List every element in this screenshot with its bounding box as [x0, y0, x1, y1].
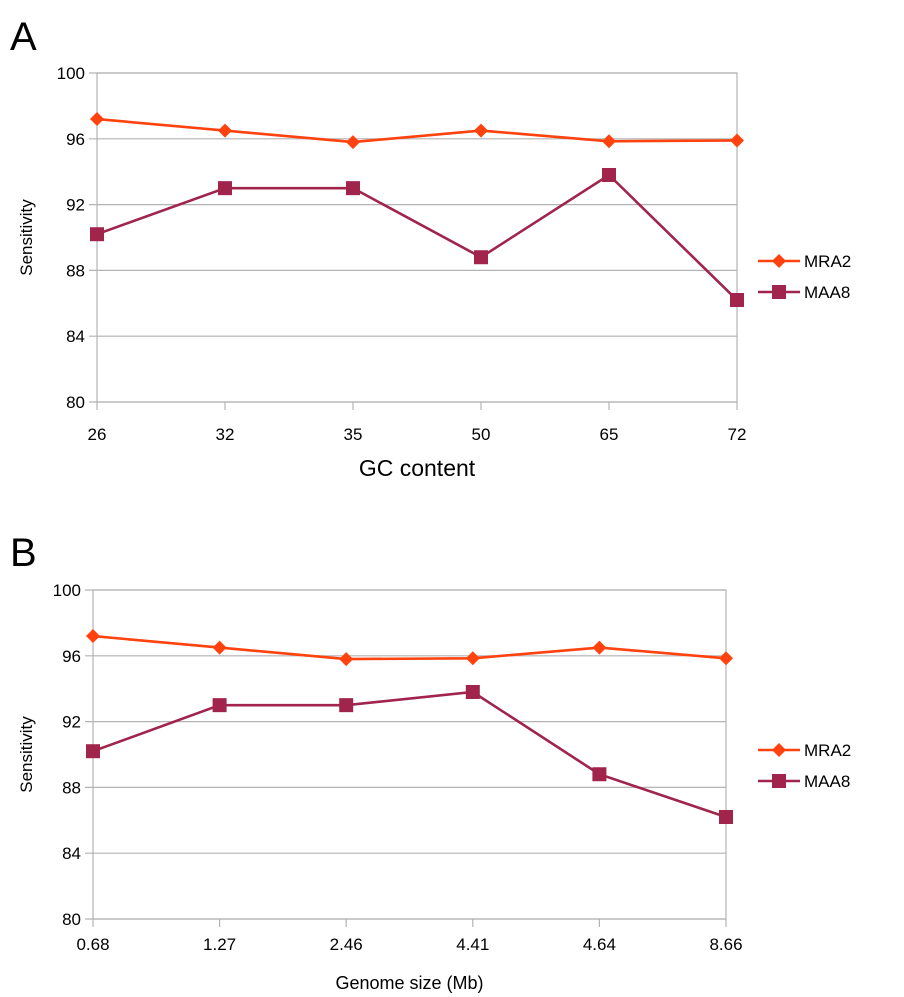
legend-label: MAA8 — [804, 283, 850, 302]
data-point-mra2 — [339, 652, 354, 667]
data-point-maa8 — [218, 181, 232, 196]
x-tick-labels: 26 32 35 50 65 72 — [88, 425, 747, 444]
legend-label: MRA2 — [804, 741, 851, 760]
x-tick-label: 4.64 — [583, 935, 616, 954]
series-line-maa8 — [96, 173, 738, 301]
data-point-maa8 — [346, 181, 360, 196]
x-tick-label: 50 — [472, 425, 491, 444]
data-point-maa8 — [465, 684, 480, 699]
data-point-mra2 — [465, 651, 480, 666]
x-tick-label: 8.66 — [709, 935, 742, 954]
series-layer — [90, 112, 744, 308]
y-tick-label: 96 — [62, 647, 81, 666]
y-tick-label: 92 — [62, 713, 81, 732]
y-tick-labels: 80 84 88 92 96 100 — [53, 581, 81, 929]
legend-marker — [772, 774, 786, 788]
legend-marker — [772, 254, 786, 268]
x-tick-label: 65 — [600, 425, 619, 444]
data-point-maa8 — [474, 250, 488, 265]
y-tick-label: 80 — [66, 393, 85, 412]
data-point-maa8 — [339, 698, 354, 713]
y-tick-label: 88 — [62, 778, 81, 797]
data-point-mra2 — [218, 123, 232, 138]
x-tick-label: 1.27 — [203, 935, 236, 954]
legend: MRA2 MAA8 — [758, 741, 851, 791]
x-tick-label: 2.46 — [330, 935, 363, 954]
legend-label: MAA8 — [804, 772, 850, 791]
y-tick-label: 100 — [53, 581, 81, 600]
panel-letter: A — [10, 15, 37, 59]
y-axis-label: Sensitivity — [17, 199, 36, 276]
grid-lines — [85, 589, 727, 927]
y-tick-label: 92 — [66, 196, 85, 215]
plot-frame — [96, 72, 738, 403]
legend: MRA2 MAA8 — [758, 252, 851, 302]
x-tick-label: 72 — [728, 425, 747, 444]
data-point-mra2 — [86, 629, 100, 644]
series-line-mra2 — [92, 634, 727, 661]
x-tick-label: 0.68 — [76, 935, 109, 954]
x-axis-label: Genome size (Mb) — [335, 973, 483, 993]
data-point-mra2 — [474, 123, 488, 138]
y-tick-label: 96 — [66, 130, 85, 149]
chart-panel-a: A 80 84 88 92 96 100 26 32 35 50 65 72 Sensitivity… — [10, 15, 851, 481]
x-axis-label: GC content — [359, 455, 476, 481]
panel-letter: B — [10, 531, 37, 575]
y-tick-label: 80 — [62, 910, 81, 929]
series-layer — [86, 629, 733, 825]
x-tick-label: 4.41 — [456, 935, 489, 954]
data-point-maa8 — [212, 698, 227, 713]
y-tick-label: 84 — [62, 844, 81, 863]
data-point-mra2 — [730, 133, 744, 148]
data-point-mra2 — [719, 651, 733, 666]
data-point-mra2 — [346, 135, 360, 150]
series-line-mra2 — [96, 117, 738, 144]
grid-lines — [89, 72, 738, 410]
x-tick-label: 32 — [216, 425, 235, 444]
x-tick-label: 26 — [88, 425, 107, 444]
legend-label: MRA2 — [804, 252, 851, 271]
data-point-maa8 — [86, 744, 100, 759]
legend-marker — [772, 285, 786, 299]
chart-panel-b: B 80 84 88 92 96 100 0.68 1.27 2.46 4.41 4.64 8.66… — [10, 531, 851, 993]
data-point-maa8 — [602, 167, 616, 182]
y-tick-labels: 80 84 88 92 96 100 — [57, 64, 85, 412]
y-tick-label: 88 — [66, 261, 85, 280]
data-point-maa8 — [90, 227, 104, 242]
y-tick-label: 100 — [57, 64, 85, 83]
data-point-mra2 — [90, 112, 104, 127]
legend-marker — [772, 743, 786, 757]
y-axis-label: Sensitivity — [17, 716, 36, 793]
series-line-maa8 — [92, 690, 727, 819]
data-point-mra2 — [602, 134, 616, 149]
x-tick-labels: 0.68 1.27 2.46 4.41 4.64 8.66 — [76, 935, 742, 954]
data-point-mra2 — [592, 640, 607, 655]
y-tick-label: 84 — [66, 327, 85, 346]
data-point-maa8 — [592, 767, 607, 782]
data-point-maa8 — [719, 810, 733, 825]
x-tick-label: 35 — [344, 425, 363, 444]
data-point-mra2 — [212, 640, 227, 655]
plot-frame — [92, 589, 727, 920]
data-point-maa8 — [730, 293, 744, 308]
